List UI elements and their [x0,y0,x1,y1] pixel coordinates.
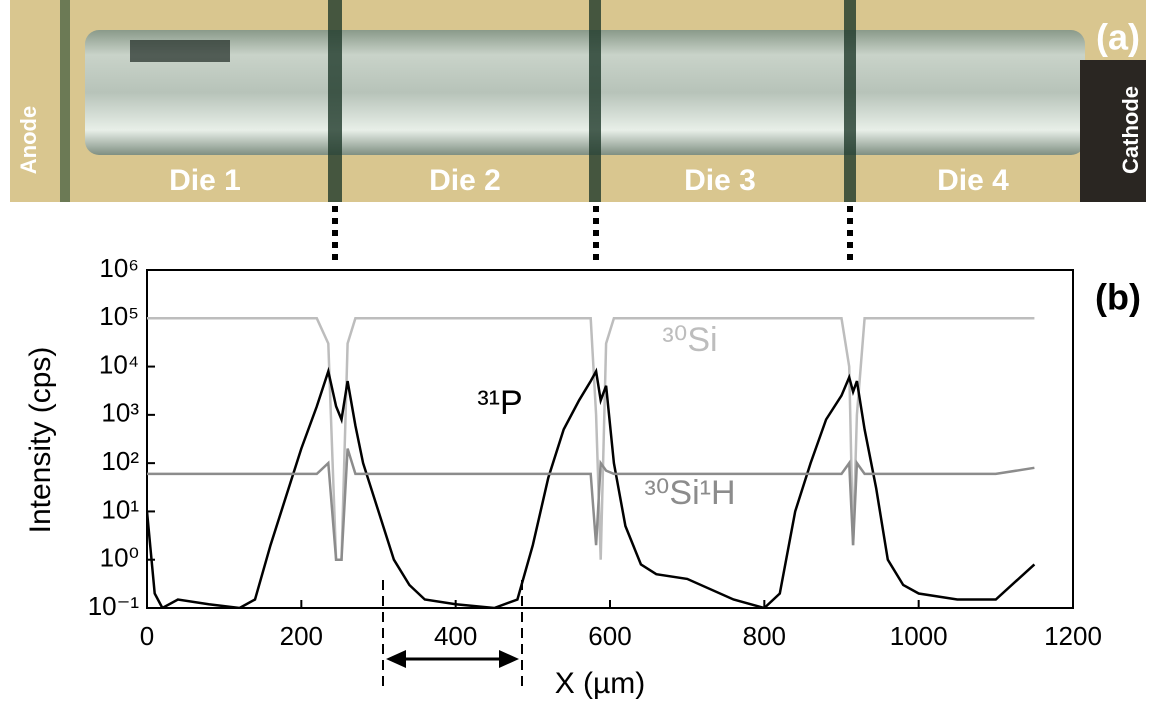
cathode-label: Cathode [1118,86,1143,174]
y-tick-label: 10⁻¹ [88,591,140,621]
span-arrow [386,650,519,668]
x-axis-title: X (µm) [555,667,646,700]
shadow [130,40,230,62]
channel [85,30,1085,155]
y-tick-label: 10⁶ [99,253,139,283]
series-line [147,448,1035,561]
y-tick-label: 10⁴ [99,349,139,379]
boundary [844,0,856,202]
y-axis-title: Intensity (cps) [24,347,57,534]
anode-label: Anode [16,106,41,174]
x-tick-label: 800 [743,621,786,651]
die-label: Die 3 [684,164,756,197]
x-tick-label: 1200 [1044,621,1102,651]
x-tick-label: 1000 [890,621,948,651]
boundary [328,0,342,202]
x-tick-label: 400 [434,621,477,651]
boundary [60,0,70,202]
cathode-region [1080,60,1146,202]
x-tick-label: 200 [280,621,323,651]
y-tick-label: 10² [101,446,139,476]
series-line [147,317,1035,561]
x-tick-label: 600 [588,621,631,651]
die-label: Die 4 [937,164,1009,197]
series-line [147,366,1036,608]
boundary [589,0,601,202]
panel-label: (b) [1095,277,1141,318]
plot-frame [146,269,1074,609]
series-label: ³¹P [477,384,522,422]
plot: 0 200 400 600 800 1000 1200 10⁻¹ 10⁰ 10¹ 10² 10³ 10⁴… [88,253,1102,651]
panel-label: (a) [1096,17,1140,58]
arrow-head [386,650,406,668]
die-label: Die 2 [429,164,501,197]
series-label: ³⁰Si [662,321,717,359]
y-tick-label: 10³ [101,398,139,428]
y-tick-label: 10⁰ [100,543,139,573]
die-label: Die 1 [169,164,241,197]
series-label: ³⁰Si¹H [644,474,735,512]
micrograph: (a) Anode Cathode Die 1 Die 2 Die 3 Die … [10,0,1146,202]
span-markers [382,580,523,690]
alignment-lines [332,206,853,262]
x-tick-label: 0 [140,621,154,651]
y-tick-label: 10⁵ [99,301,139,331]
y-tick-label: 10¹ [101,494,139,524]
arrow-head [499,650,519,668]
